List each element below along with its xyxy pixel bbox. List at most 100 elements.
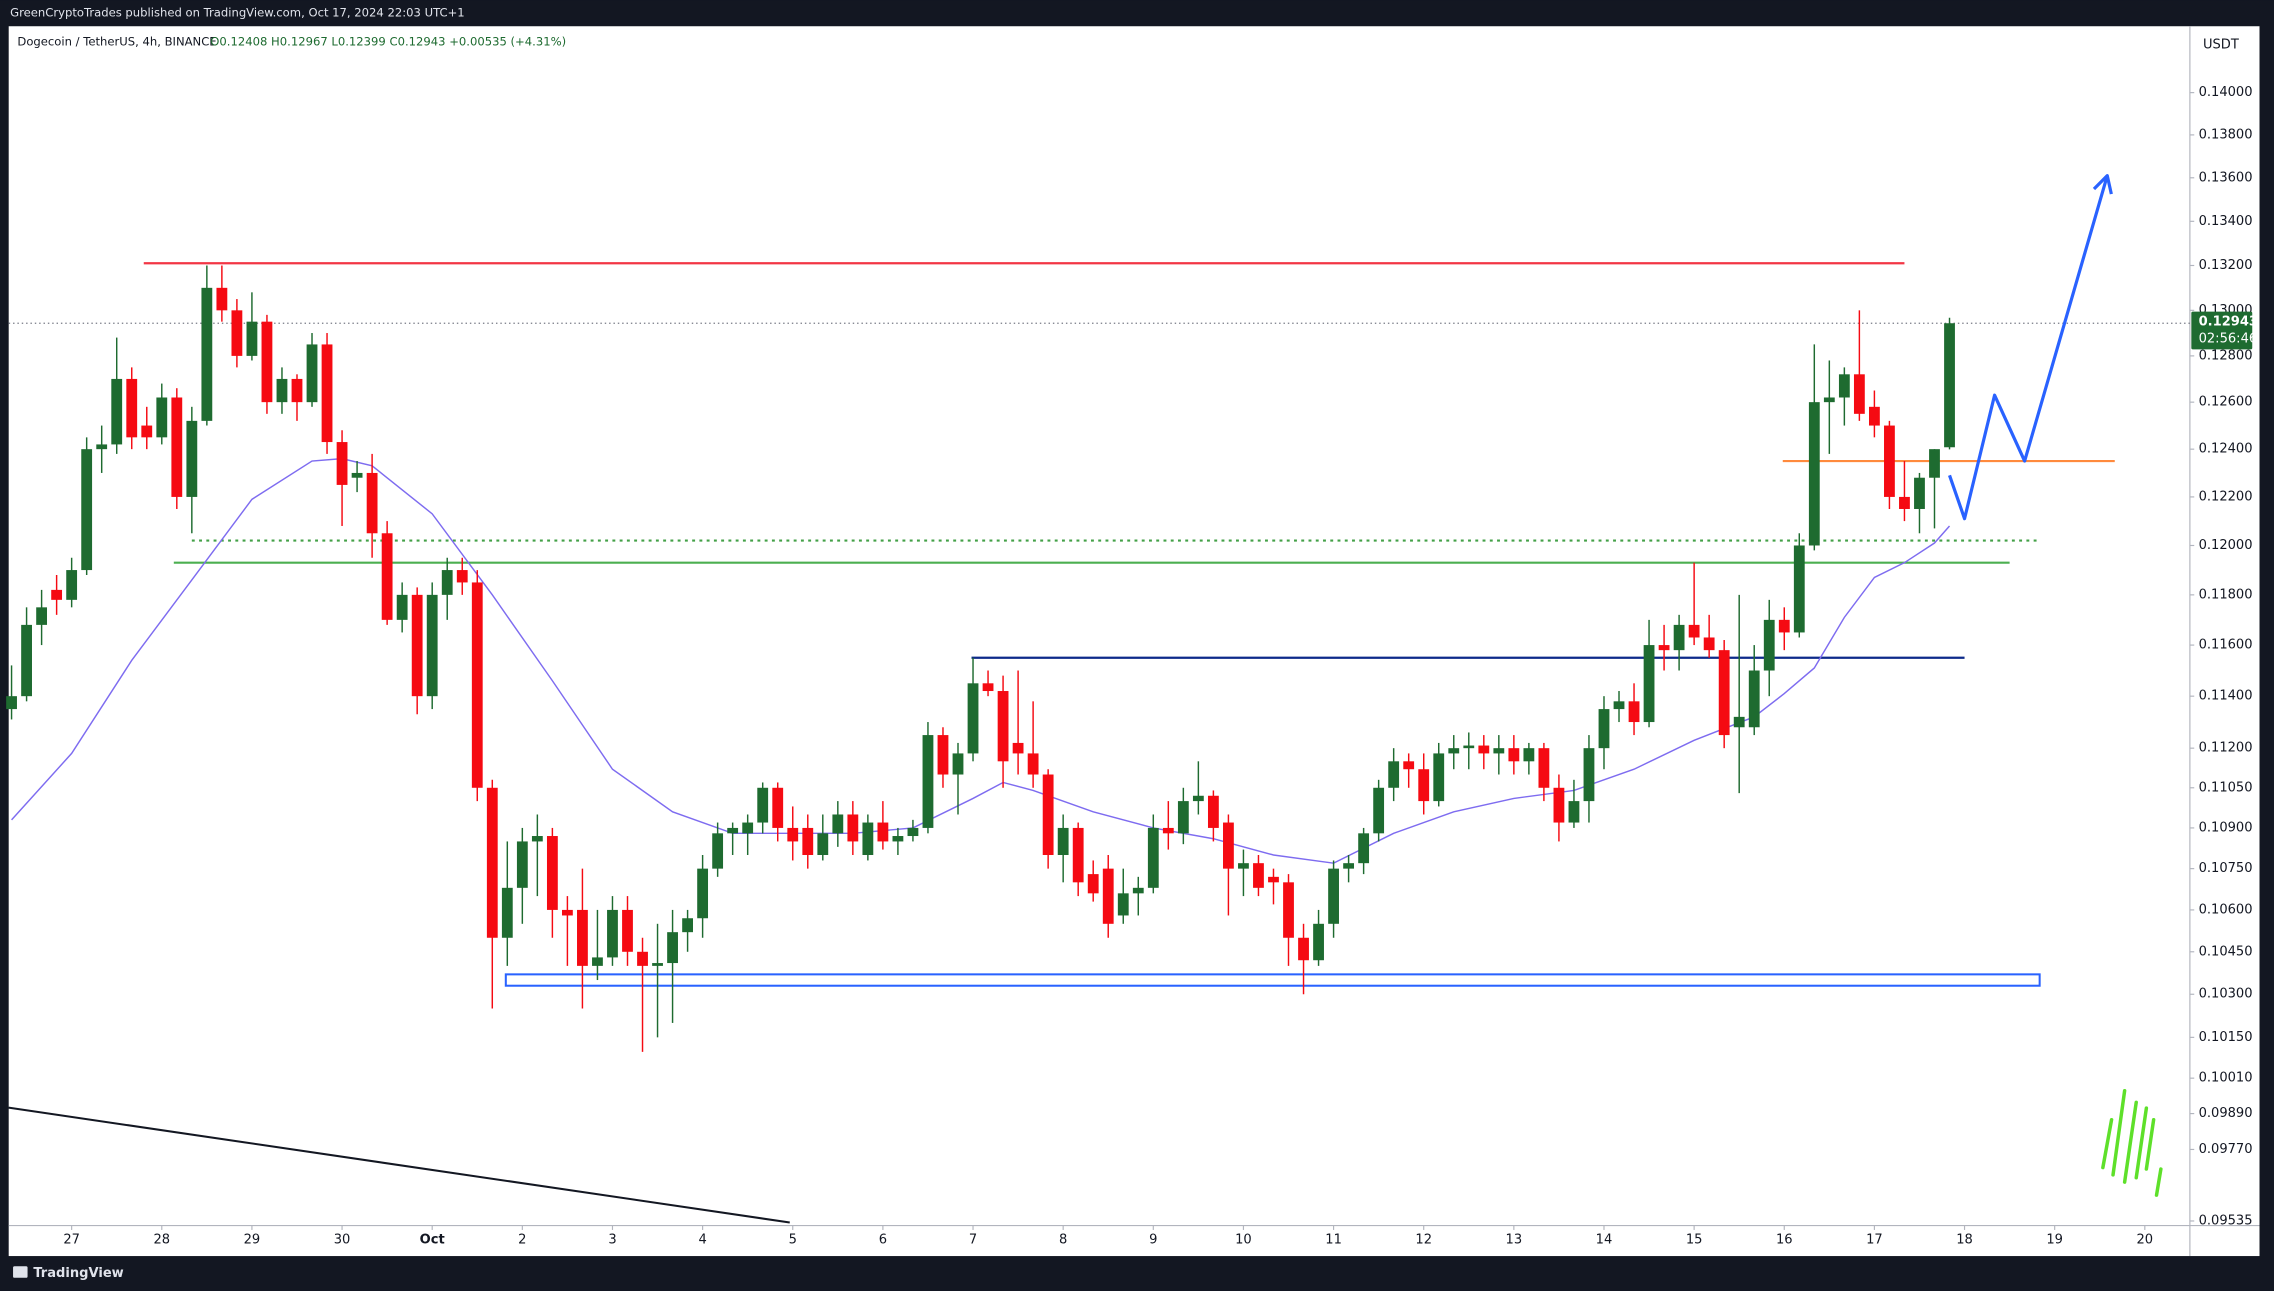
candle-body	[531, 836, 543, 842]
candle-body	[727, 827, 739, 834]
candle-body	[787, 827, 799, 842]
candle-body	[1508, 748, 1520, 762]
y-tick-label: 0.13400	[2199, 214, 2253, 229]
y-tick-label: 0.11050	[2199, 780, 2253, 795]
candle-body	[336, 442, 348, 485]
x-tick-label: 6	[879, 1233, 887, 1248]
x-tick-label: 12	[1415, 1233, 1432, 1248]
candle-body	[682, 918, 693, 933]
y-tick-label: 0.12400	[2199, 442, 2253, 457]
candle-body	[1748, 670, 1760, 728]
candle-body	[1132, 887, 1144, 894]
chart-panel	[8, 26, 2260, 1257]
x-tick-label: 20	[2137, 1233, 2154, 1248]
candle-body	[1929, 449, 1940, 478]
candle-body	[1418, 769, 1430, 802]
x-tick-label: 17	[1866, 1233, 1883, 1248]
candle-body	[1313, 923, 1324, 961]
candle-body	[1207, 795, 1219, 828]
candle-body	[862, 822, 874, 856]
candle-body	[1703, 637, 1715, 651]
candle-body	[1373, 787, 1385, 834]
candle-body	[1343, 863, 1355, 869]
candle-body	[697, 868, 709, 919]
support-zone	[504, 973, 2041, 987]
candle-body	[1868, 406, 1880, 426]
logo-mark	[13, 1266, 28, 1278]
candle-body	[652, 963, 663, 966]
ohlc-legend: O0.12408 H0.12967 L0.12399 C0.12943 +0.0…	[210, 35, 566, 49]
candle-body	[216, 287, 228, 311]
y-tick-label: 0.11200	[2199, 741, 2253, 756]
x-tick-label: 5	[789, 1233, 797, 1248]
candle-body	[1358, 833, 1370, 864]
candle-body	[967, 683, 979, 754]
candle-body	[141, 425, 153, 438]
candle-body	[426, 594, 438, 697]
candle-body	[772, 787, 784, 828]
candle-body	[6, 696, 17, 710]
logo-stroke	[2144, 1117, 2156, 1171]
candle-body	[1042, 774, 1054, 856]
candle-body	[1808, 402, 1820, 546]
x-tick-label: 13	[1506, 1233, 1523, 1248]
candle-body	[351, 472, 363, 478]
x-tick-label: 11	[1325, 1233, 1342, 1248]
x-tick-label: 8	[1059, 1233, 1067, 1248]
candle-body	[1643, 645, 1655, 723]
candle-body	[1884, 425, 1895, 497]
candle-body	[1838, 374, 1850, 398]
candle-body	[1853, 374, 1865, 414]
candle-body	[471, 582, 483, 788]
candle-body	[1658, 645, 1670, 651]
x-tick-label: 14	[1596, 1233, 1613, 1248]
watermark-logo	[2101, 1088, 2163, 1197]
candle-body	[907, 827, 919, 837]
candle-body	[231, 310, 243, 356]
x-tick-label: 30	[334, 1233, 351, 1248]
candle-body	[1478, 745, 1490, 754]
x-tick-label: 28	[153, 1233, 170, 1248]
candle-body	[952, 753, 964, 775]
candle-body	[1778, 619, 1790, 633]
candle-body	[306, 344, 318, 403]
y-tick-label: 0.09890	[2199, 1106, 2253, 1121]
candle-body	[1583, 748, 1595, 802]
plot-area	[6, 174, 2190, 1224]
candle-body	[1538, 748, 1550, 788]
x-tick-label: 19	[2046, 1233, 2063, 1248]
candle-body	[622, 909, 633, 952]
logo-stroke	[2101, 1117, 2114, 1170]
candle-body	[1117, 893, 1129, 916]
candle-body	[111, 378, 123, 445]
candle-body	[1598, 709, 1610, 749]
candle-body	[1914, 477, 1925, 509]
candle-body	[81, 449, 93, 571]
candle-body	[1944, 323, 1955, 448]
y-tick-label: 0.13800	[2199, 127, 2253, 142]
candle-body	[997, 691, 1009, 762]
candle-body	[1613, 701, 1625, 710]
candle-body	[1102, 868, 1114, 924]
candle-body	[381, 533, 393, 620]
logo-stroke	[2154, 1167, 2163, 1197]
candle-body	[1072, 827, 1084, 883]
currency-label: USDT	[2203, 38, 2239, 53]
x-tick-label: 9	[1149, 1233, 1157, 1248]
candle-body	[592, 957, 603, 966]
logo-stroke	[2111, 1088, 2127, 1177]
logo-stroke	[2122, 1100, 2138, 1184]
candle-body	[1673, 624, 1685, 651]
candle-body	[1553, 787, 1565, 823]
x-tick-label: 2	[518, 1233, 526, 1248]
y-tick-label: 0.14000	[2199, 85, 2253, 100]
candle-body	[877, 822, 889, 842]
candle-body	[456, 570, 468, 583]
candle-body	[1057, 827, 1069, 856]
candle-body	[546, 836, 558, 910]
y-tick-label: 0.10450	[2199, 944, 2253, 959]
candle-body	[1223, 822, 1234, 869]
x-tick-label: 18	[1956, 1233, 1973, 1248]
tv-logo	[13, 1266, 28, 1278]
